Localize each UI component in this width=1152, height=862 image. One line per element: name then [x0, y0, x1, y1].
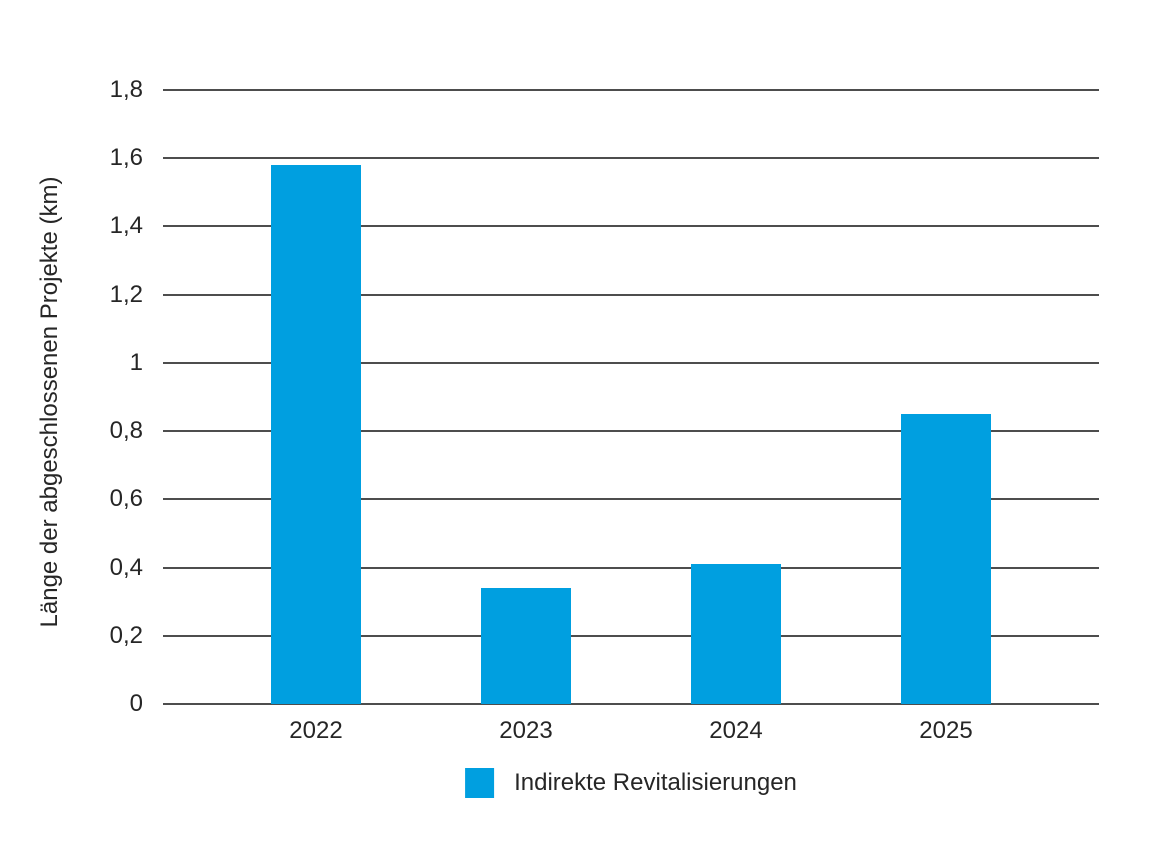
- legend-swatch-icon: [465, 768, 495, 798]
- bar-2024: [691, 564, 781, 704]
- y-tick-label: 1,8: [109, 76, 143, 103]
- legend: Indirekte Revitalisierungen: [465, 768, 797, 798]
- bar-2022: [271, 165, 361, 704]
- y-tick-label: 1,6: [109, 144, 143, 172]
- y-tick-label: 0: [129, 690, 143, 717]
- gridline: [163, 293, 1099, 296]
- y-tick-label: 0,6: [109, 485, 143, 513]
- x-axis-label: 2023: [499, 717, 553, 744]
- x-axis-label: 2025: [919, 717, 973, 744]
- bar-2023: [481, 588, 571, 704]
- gridline: [163, 566, 1099, 569]
- y-tick-label: 1,2: [109, 280, 143, 308]
- y-tick-label: 1: [129, 348, 143, 376]
- gridline: [163, 89, 1099, 91]
- y-tick-label: 0,4: [109, 553, 143, 581]
- gridline: [163, 430, 1099, 433]
- gridline: [163, 157, 1099, 160]
- y-tick-label: 0,2: [109, 621, 143, 649]
- bar-2025: [901, 414, 991, 704]
- x-axis-baseline: [163, 703, 1099, 705]
- gridline: [163, 634, 1099, 637]
- gridline: [163, 361, 1099, 364]
- plot-area: [163, 89, 1099, 705]
- gridline: [163, 225, 1099, 228]
- legend-label: Indirekte Revitalisierungen: [514, 769, 797, 796]
- y-tick-label: 0,8: [109, 417, 143, 445]
- gridline: [163, 498, 1099, 501]
- x-axis-label: 2024: [709, 717, 763, 744]
- y-tick-label: 1,4: [109, 212, 143, 240]
- x-axis-label: 2022: [289, 717, 343, 744]
